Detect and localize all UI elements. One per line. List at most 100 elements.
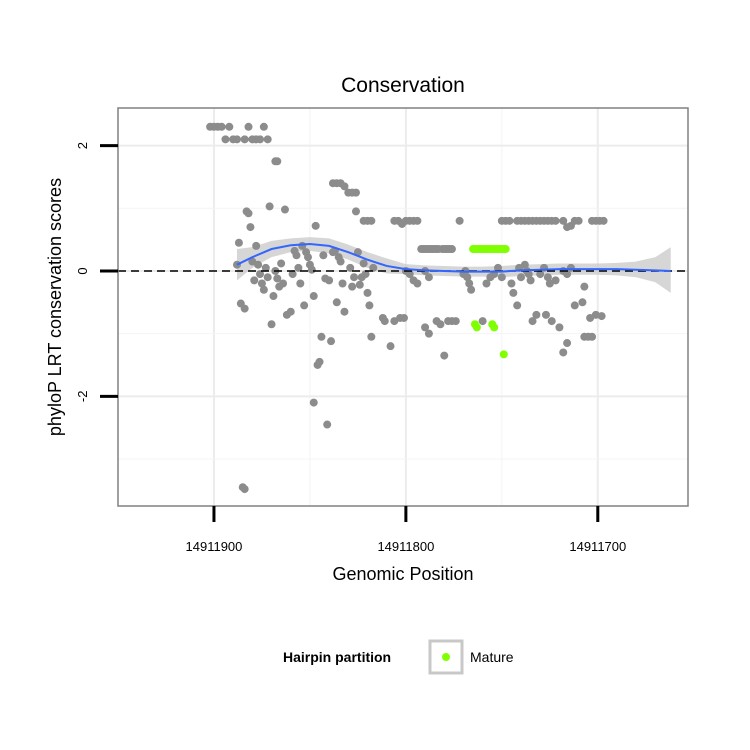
point-0-151 [494,263,502,272]
x-tick-label-2: 14911700 [569,539,626,554]
point-0-41 [311,221,320,230]
point-0-204 [580,282,589,291]
point-0-176 [528,317,537,326]
point-0-31 [292,251,301,260]
point-0-180 [541,310,550,319]
point-0-206 [555,323,564,332]
plot-panel-border [117,107,689,507]
point-0-10 [250,276,259,285]
point-0-69 [369,263,378,272]
plot-panel [118,108,688,506]
point-0-1 [234,238,243,247]
point-0-152 [497,273,506,282]
point-0-202 [597,312,606,321]
smooth-curve [236,243,671,273]
y-tick-label-0: 2 [75,142,90,149]
legend: Hairpin partition Mature [283,639,514,675]
point-0-116 [424,273,433,282]
x-axis-title: Genomic Position [332,564,473,584]
point-0-144 [463,273,472,282]
data-points [206,122,608,494]
point-0-146 [467,285,476,294]
point-0-11 [252,241,261,250]
point-0-184 [551,276,560,285]
point-0-68 [367,332,376,341]
point-0-177 [532,310,541,319]
point-0-175 [526,276,535,285]
point-0-18 [265,202,274,211]
point-0-86 [259,122,268,131]
point-0-82 [244,122,253,131]
point-0-15 [259,285,268,294]
y-axis: 2 0 -2 [75,142,118,402]
point-0-181 [543,273,552,282]
point-0-188 [570,301,579,310]
point-0-81 [240,135,249,144]
point-0-171 [517,273,526,282]
point-0-178 [536,270,545,279]
point-0-22 [273,274,282,283]
point-0-78 [225,122,234,131]
point-0-195 [588,332,597,341]
point-0-155 [505,216,514,225]
point-0-29 [288,270,297,279]
point-0-17 [263,273,272,282]
legend-key-mature-dot [442,653,450,661]
point-0-169 [513,301,522,310]
point-0-66 [363,288,372,297]
point-0-25 [279,279,288,288]
point-0-107 [386,342,395,351]
point-0-167 [507,279,516,288]
point-0-192 [574,216,583,225]
point-0-72 [273,157,282,166]
point-0-57 [346,263,355,272]
y-axis-title: phyloP LRT conservation scores [45,178,65,436]
point-0-8 [246,223,255,232]
smooth-line [236,243,671,273]
point-0-135 [440,351,449,360]
point-0-205 [559,216,568,225]
point-0-203 [578,298,587,307]
point-0-47 [323,420,332,429]
point-0-208 [563,339,572,348]
point-0-87 [263,135,272,144]
point-0-76 [217,122,226,131]
y-tick-label-2: -2 [75,391,90,403]
point-0-14 [257,279,266,288]
point-0-54 [336,257,345,266]
point-1-17 [501,245,510,254]
y-tick-label-1: 0 [75,267,90,274]
point-0-97 [367,216,376,225]
legend-label-mature: Mature [470,649,514,665]
point-0-80 [232,135,241,144]
point-0-106 [380,317,389,326]
point-0-39 [307,265,316,274]
point-0-32 [294,263,303,272]
x-axis: 14911900 14911800 14911700 [186,506,626,554]
point-0-145 [465,279,474,288]
point-1-21 [490,323,499,332]
point-0-37 [304,253,312,262]
point-0-35 [300,301,309,310]
point-0-183 [547,317,556,326]
point-0-70 [309,398,318,407]
point-0-13 [256,270,265,279]
point-0-199 [599,216,608,225]
point-0-94 [351,188,360,197]
point-0-40 [309,292,318,301]
point-0-19 [267,320,276,329]
point-0-147 [478,317,487,326]
point-0-112 [405,270,414,279]
point-0-28 [286,307,295,316]
point-0-56 [340,307,349,316]
point-0-5 [240,485,249,494]
point-0-33 [296,279,305,288]
point-0-166 [551,216,560,225]
point-0-168 [509,288,518,297]
point-1-22 [499,350,508,359]
x-tick-label-0: 14911900 [186,539,243,554]
point-0-16 [261,263,270,272]
point-0-12 [254,260,263,269]
point-0-91 [340,182,349,191]
